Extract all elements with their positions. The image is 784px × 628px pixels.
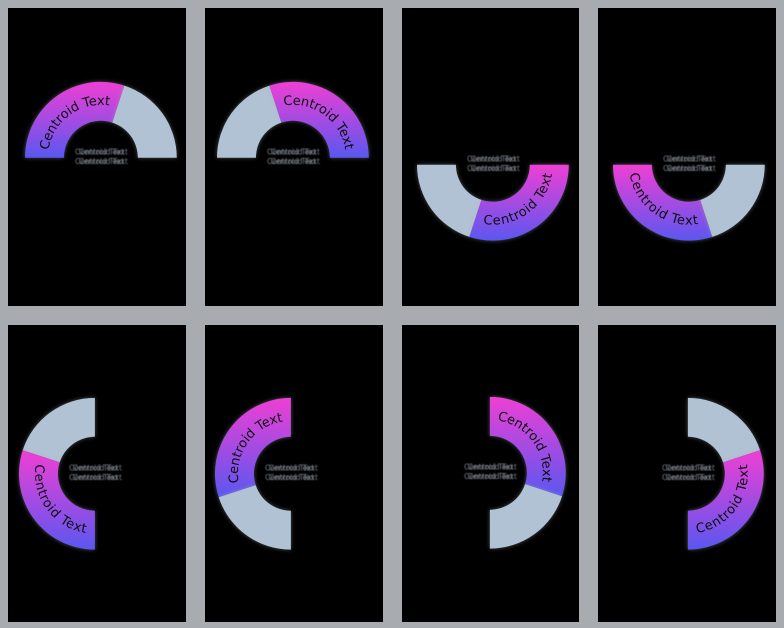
- chart-panel-2: Centroid Text Centroid Text Centroid Text C…: [204, 8, 383, 306]
- center-label-line: Centroid Text: [666, 473, 715, 482]
- chart-panel-8: Centroid Text Centroid Text Centroid Text C…: [598, 324, 776, 622]
- center-label-line: Centroid Text: [663, 164, 712, 173]
- center-label-line: Centroid Text: [268, 473, 317, 482]
- center-label-line: Centroid Text: [666, 463, 715, 472]
- donut-slice-muted: [489, 483, 562, 549]
- donut-slice-gradient: [468, 164, 569, 241]
- donut-slice-muted: [218, 484, 291, 550]
- chart-panel-1: Centroid Text Centroid Text Centroid Text C…: [8, 8, 186, 306]
- center-label-line: Centroid Text: [667, 155, 716, 164]
- center-label-line: Centroid Text: [75, 148, 124, 157]
- chart-panel-3: Centroid Text Centroid Text Centroid Text C…: [401, 8, 580, 306]
- center-label-line: Centroid Text: [75, 157, 124, 166]
- donut-slice-gradient: [24, 81, 125, 158]
- center-label-line: Centroid Text: [268, 463, 317, 472]
- center-label-line: Centroid Text: [467, 472, 516, 481]
- center-label-line: Centroid Text: [73, 473, 122, 482]
- center-label-line: Centroid Text: [265, 473, 314, 482]
- chart-panel-5: Centroid Text Centroid Text Centroid Text C…: [8, 324, 186, 622]
- chart-panel-4: Centroid Text Centroid Text Centroid Text C…: [598, 8, 776, 306]
- center-label-line: Centroid Text: [663, 155, 712, 164]
- center-label-line: Centroid Text: [470, 155, 519, 164]
- center-label-line: Centroid Text: [79, 148, 128, 157]
- donut-slice-muted: [22, 397, 95, 462]
- chart-panel-6: Centroid Text Centroid Text Centroid Text C…: [204, 324, 383, 622]
- center-label-line: Centroid Text: [667, 164, 716, 173]
- donut-slice-muted: [216, 85, 282, 158]
- donut-slice-gradient: [18, 449, 95, 550]
- center-label-line: Centroid Text: [464, 472, 513, 481]
- center-label-line: Centroid Text: [662, 473, 711, 482]
- donut-slice-gradient: [613, 164, 713, 241]
- donut-slice-muted: [688, 397, 761, 462]
- center-label-line: Centroid Text: [69, 473, 118, 482]
- center-label-line: Centroid Text: [270, 148, 319, 157]
- center-label-line: Centroid Text: [270, 157, 319, 166]
- donut-slice-muted: [112, 85, 177, 158]
- center-label-line: Centroid Text: [267, 157, 316, 166]
- donut-slice-gradient: [269, 81, 369, 158]
- donut-slice-gradient: [489, 396, 566, 496]
- center-label-line: Centroid Text: [464, 462, 513, 471]
- center-label-line: Centroid Text: [265, 463, 314, 472]
- center-label-line: Centroid Text: [69, 463, 118, 472]
- center-label-line: Centroid Text: [79, 157, 128, 166]
- center-label-line: Centroid Text: [73, 463, 122, 472]
- center-label-line: Centroid Text: [467, 164, 516, 173]
- center-label-line: Centroid Text: [662, 463, 711, 472]
- center-label-line: Centroid Text: [467, 462, 516, 471]
- center-label-line: Centroid Text: [267, 148, 316, 157]
- donut-slice-gradient: [214, 397, 291, 497]
- center-label-line: Centroid Text: [470, 164, 519, 173]
- donut-slice-gradient: [688, 449, 765, 550]
- donut-slice-muted: [416, 164, 481, 237]
- chart-panel-7: Centroid Text Centroid Text Centroid Text C…: [401, 324, 580, 622]
- center-label-line: Centroid Text: [467, 155, 516, 164]
- donut-slice-muted: [700, 164, 766, 237]
